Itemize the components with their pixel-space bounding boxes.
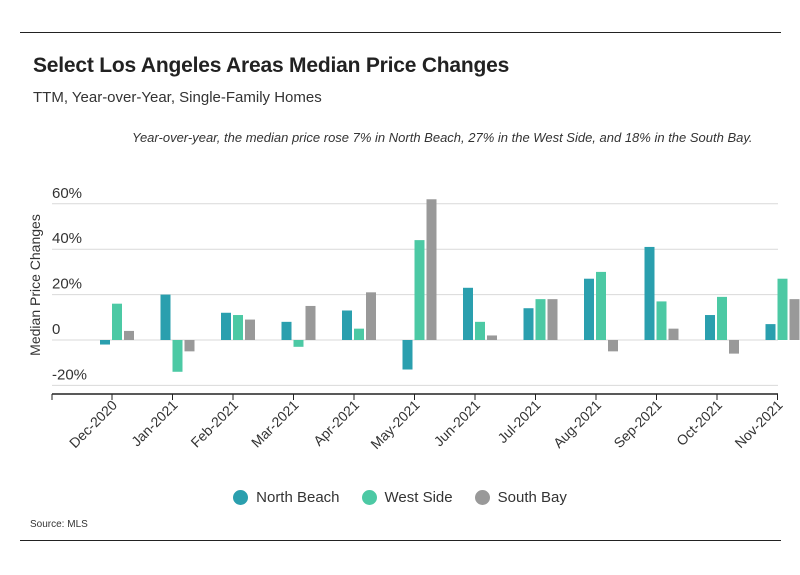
x-tick-label: Mar-2021 [248, 397, 302, 451]
bar [233, 315, 243, 340]
bar [717, 296, 727, 340]
x-tick-label: Jun-2021 [431, 397, 484, 450]
chart-title: Select Los Angeles Areas Median Price Ch… [33, 54, 510, 77]
bar [221, 312, 231, 340]
x-tick-label: Nov-2021 [731, 397, 785, 451]
legend-swatch [474, 490, 490, 505]
bottom-rule [20, 540, 781, 541]
bar [293, 340, 304, 347]
bar [608, 340, 618, 352]
bar [402, 340, 413, 370]
chart-annotation: Year-over-year, the median price rose 7%… [132, 130, 753, 145]
bar [584, 278, 594, 340]
top-rule [20, 32, 781, 33]
x-tick-label: May-2021 [367, 397, 422, 452]
bar [729, 340, 739, 354]
y-tick-label: 0 [52, 321, 60, 338]
y-axis-title: Median Price Changes [27, 214, 43, 356]
bar [487, 335, 497, 340]
bar [414, 240, 425, 340]
bar [535, 299, 546, 340]
bar [342, 310, 352, 340]
bar [596, 271, 606, 340]
legend-label: West Side [384, 489, 453, 506]
bar [475, 321, 485, 340]
legend-swatch [361, 490, 377, 505]
bar [184, 340, 195, 352]
y-tick-label: -20% [52, 366, 87, 383]
bar [777, 278, 788, 340]
bar [644, 246, 655, 340]
x-tick-label: Jul-2021 [494, 397, 543, 446]
bar [523, 308, 534, 340]
bar [547, 299, 558, 340]
bar [245, 319, 255, 340]
x-tick-label: Aug-2021 [550, 397, 604, 451]
y-tick-label: 20% [52, 276, 82, 293]
x-tick-label: Feb-2021 [187, 397, 241, 451]
y-tick-label: 60% [52, 185, 82, 202]
x-tick-label: Sep-2021 [610, 397, 664, 451]
bar [765, 324, 776, 340]
legend-swatch [233, 490, 249, 505]
bar [656, 301, 667, 340]
bar [281, 321, 292, 340]
x-tick-label: Apr-2021 [310, 397, 362, 449]
bar [112, 303, 122, 340]
bar [668, 328, 679, 340]
chart-subtitle: TTM, Year-over-Year, Single-Family Homes [33, 89, 322, 106]
legend-item: South Bay [474, 489, 567, 506]
chart-legend: North Beach West Side South Bay [0, 489, 800, 506]
bar [705, 315, 715, 340]
x-tick-label: Dec-2020 [66, 397, 120, 451]
bar [305, 305, 316, 340]
x-tick-label: Jan-2021 [128, 397, 181, 450]
bar [789, 299, 800, 340]
source-note: Source: MLS [30, 519, 88, 530]
x-tick-label: Oct-2021 [673, 397, 725, 449]
bar [172, 340, 183, 372]
legend-label: North Beach [256, 489, 340, 506]
legend-item: North Beach [233, 489, 340, 506]
bar [354, 328, 364, 340]
y-tick-label: 40% [52, 230, 82, 247]
bar [463, 287, 473, 340]
bar [100, 340, 110, 345]
bar [366, 292, 376, 340]
bar [426, 199, 437, 340]
legend-label: South Bay [497, 489, 567, 506]
bar [160, 294, 171, 340]
bar [124, 330, 134, 340]
legend-item: West Side [361, 489, 453, 506]
